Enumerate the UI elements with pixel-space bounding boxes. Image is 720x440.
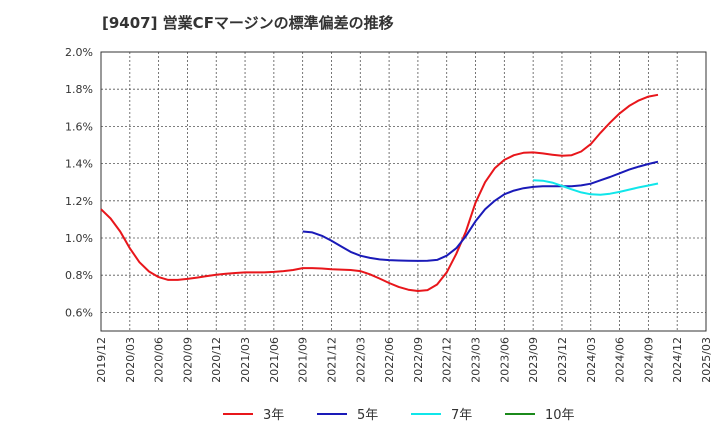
chart-title: [9407] 営業CFマージンの標準偏差の推移 <box>102 14 394 32</box>
x-tick-label: 2020/06 <box>153 337 166 383</box>
x-tick-label: 2023/06 <box>498 337 511 383</box>
legend-label: 3年 <box>263 408 284 423</box>
x-tick-label: 2022/09 <box>412 337 425 383</box>
y-axis-ticks: 2.0% 1.8% 1.6% 1.4% 1.2% 1.0% 0.8% 0.6% <box>65 46 93 319</box>
legend-label: 10年 <box>545 408 575 423</box>
x-axis-ticks: 2019/12 2020/03 2020/06 2020/09 2020/12 2021/… <box>95 337 713 383</box>
plot-area-frame <box>100 51 707 332</box>
legend-label: 7年 <box>451 408 472 423</box>
x-tick-label: 2022/03 <box>354 337 367 383</box>
x-tick-label: 2019/12 <box>95 337 108 383</box>
x-tick-label: 2022/12 <box>441 337 454 383</box>
x-tick-label: 2021/03 <box>239 337 252 383</box>
legend-label: 5年 <box>357 408 378 423</box>
x-tick-label: 2021/09 <box>297 337 310 383</box>
x-tick-label: 2024/09 <box>642 337 655 383</box>
y-tick-label: 0.8% <box>65 269 93 282</box>
y-tick-label: 1.6% <box>65 120 93 133</box>
series-lines <box>100 93 659 292</box>
x-tick-label: 2024/12 <box>671 337 684 383</box>
x-tick-label: 2020/12 <box>210 337 223 383</box>
x-tick-label: 2023/12 <box>556 337 569 383</box>
x-tick-label: 2021/06 <box>268 337 281 383</box>
x-tick-label: 2025/03 <box>700 337 713 383</box>
series-line-0 <box>100 93 659 292</box>
x-tick-label: 2024/06 <box>614 337 627 383</box>
y-tick-label: 1.8% <box>65 83 93 96</box>
x-tick-label: 2020/03 <box>124 337 137 383</box>
y-tick-label: 0.6% <box>65 306 93 319</box>
y-tick-label: 1.4% <box>65 158 93 171</box>
y-tick-label: 1.2% <box>65 195 93 208</box>
x-tick-label: 2022/06 <box>383 337 396 383</box>
series-line-1 <box>302 160 659 262</box>
legend: 3年 5年 7年 10年 <box>223 408 575 423</box>
x-tick-label: 2020/09 <box>181 337 194 383</box>
x-tick-label: 2023/09 <box>527 337 540 383</box>
series-line-2 <box>533 179 659 196</box>
y-tick-label: 2.0% <box>65 46 93 59</box>
grid-lines <box>100 51 707 331</box>
y-tick-label: 1.0% <box>65 232 93 245</box>
x-tick-label: 2021/12 <box>325 337 338 383</box>
x-tick-label: 2023/03 <box>470 337 483 383</box>
x-tick-label: 2024/03 <box>585 337 598 383</box>
